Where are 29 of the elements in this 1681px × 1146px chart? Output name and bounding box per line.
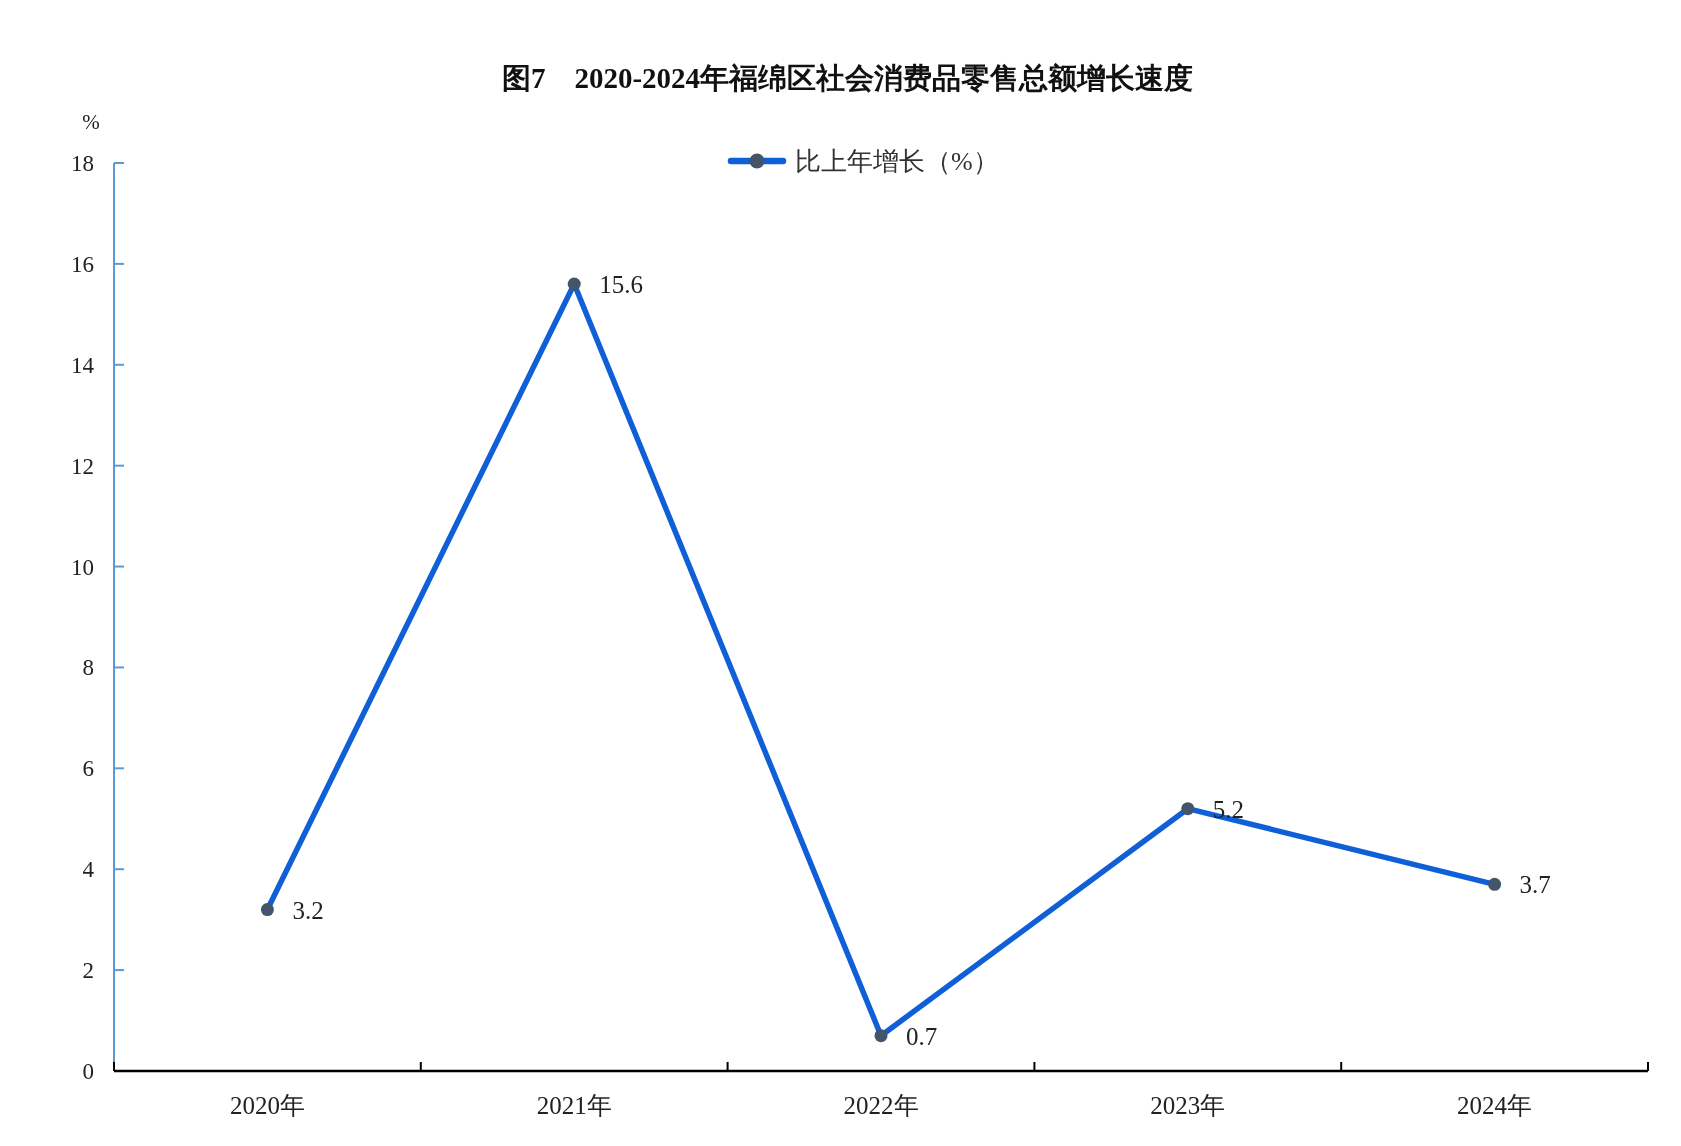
y-axis-title: %	[82, 110, 100, 134]
data-label: 5.2	[1212, 795, 1245, 823]
y-tick-label: 8	[82, 655, 94, 681]
x-tick-label: 2020年	[229, 1092, 305, 1119]
x-tick-label: 2024年	[1457, 1092, 1533, 1119]
y-tick-label: 10	[71, 554, 94, 580]
point	[1488, 877, 1502, 891]
y-tick-label: 16	[71, 251, 94, 277]
y-tick-label: 0	[82, 1059, 94, 1084]
point	[260, 903, 274, 917]
chart-title: 图7 2020-2024年福绵区社会消费品零售总额增长速度	[501, 62, 1194, 94]
point	[874, 1029, 888, 1043]
x-tick-label: 2022年	[843, 1092, 919, 1119]
y-tick-label: 18	[71, 151, 94, 176]
point	[1181, 802, 1195, 816]
legend: 比上年增长（%）	[727, 147, 984, 176]
data-label: 15.6	[599, 271, 643, 299]
x-tick-label: 2023年	[1150, 1092, 1226, 1119]
legend-label: 比上年增长（%）	[795, 147, 984, 176]
x-tick-label: 2021年	[536, 1092, 612, 1119]
point	[567, 277, 581, 291]
data-label: 0.7	[906, 1022, 938, 1050]
y-tick-label: 6	[82, 756, 94, 782]
y-tick-label: 12	[71, 453, 94, 479]
y-tick-label: 2	[82, 958, 94, 984]
data-label: 3.7	[1519, 871, 1551, 899]
y-tick-label: 4	[82, 857, 95, 883]
y-tick-label: 14	[71, 352, 95, 378]
data-label: 3.2	[292, 896, 324, 924]
